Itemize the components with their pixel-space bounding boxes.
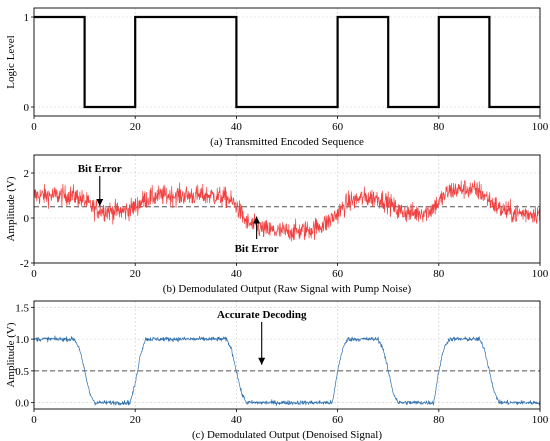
y-tick-label: 1.0 [15,334,29,346]
x-tick-label: 40 [231,268,243,280]
x-tick-label: 80 [433,414,445,426]
x-tick-label: 0 [31,121,37,133]
annotation-label: Accurate Decoding [217,309,307,321]
x-tick-label: 60 [332,268,344,280]
annotation-arrow-head [96,199,104,206]
y-tick-label: 0 [24,102,30,114]
y-axis-label: Amplitude (V) [5,322,17,387]
annotation-arrow-head [258,357,266,365]
y-tick-label: 0.0 [15,398,29,410]
series-line-0 [34,335,540,406]
plot-frame [33,7,541,117]
x-tick-label: 60 [332,121,344,133]
x-tick-label: 20 [130,268,142,280]
plot-frame [33,154,541,264]
x-tick-label: 60 [332,414,344,426]
x-tick-label: 40 [231,414,243,426]
panel-caption: (c) Demodulated Output (Denoised Signal) [192,429,382,441]
plot-frame [33,300,541,410]
y-axis-label: Amplitude (V) [5,176,17,241]
annotation-arrow-head [253,216,261,224]
annotation-label: Bit Error [235,243,279,255]
x-tick-label: 40 [231,121,243,133]
panel-caption: (a) Transmitted Encoded Sequence [210,136,364,148]
series-line-0 [34,180,540,242]
chart-panel-2: 0 20 40 60 80 100 0.0 0.5 1.0 1.5 Accurate Decodin… [5,300,549,441]
x-tick-label: 100 [532,268,549,280]
y-axis-label: Logic Level [5,35,17,88]
y-tick-label: -2 [20,258,29,270]
x-tick-label: 20 [130,121,142,133]
x-tick-label: 20 [130,414,142,426]
y-tick-label: 1 [24,12,30,24]
y-tick-label: 0.5 [15,366,29,378]
y-tick-label: 0 [24,213,30,225]
x-tick-label: 80 [433,121,445,133]
x-tick-label: 0 [31,414,37,426]
x-tick-label: 100 [532,121,549,133]
y-tick-label: 2 [24,168,30,180]
annotation-label: Bit Error [78,163,122,175]
x-tick-label: 100 [532,414,549,426]
x-tick-label: 80 [433,268,445,280]
x-tick-label: 0 [31,268,37,280]
series-line-0 [34,15,540,109]
chart-panel-0: 0 20 40 60 80 100 0 1 Logic Level (a) Transmitted… [5,7,549,148]
panel-caption: (b) Demodulated Output (Raw Signal with … [163,283,412,295]
y-tick-label: 1.5 [15,302,29,314]
